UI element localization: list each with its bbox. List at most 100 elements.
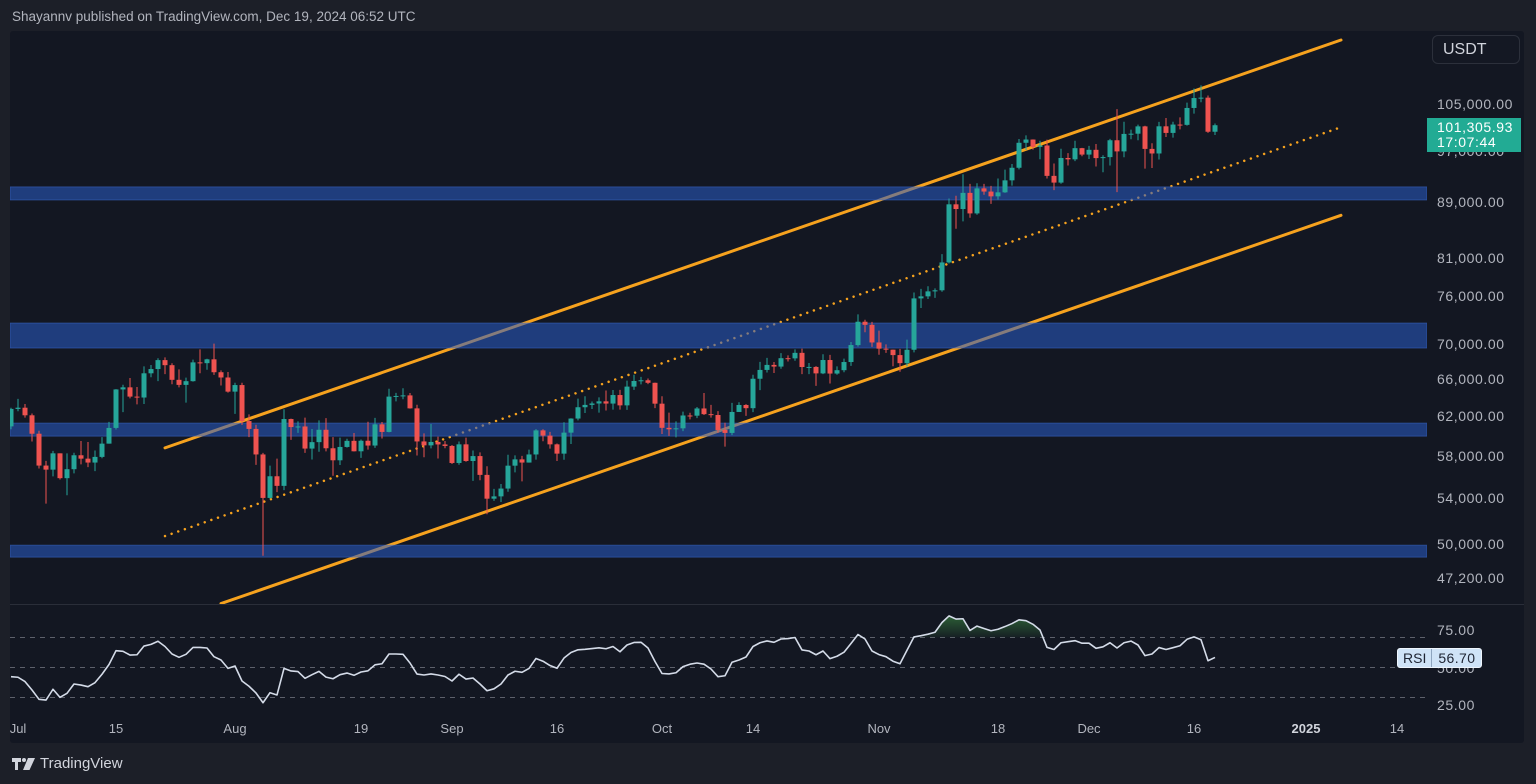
time-axis-label: 2025 [1291,721,1321,736]
currency-button[interactable]: USDT [1432,35,1520,64]
candle [1191,88,1197,114]
candle [148,364,154,378]
candle [442,441,448,449]
candle [526,449,532,463]
candle [484,466,490,515]
candle [1135,124,1141,141]
candle [806,362,812,375]
price-axis-label: 58,000.00 [1437,447,1505,464]
candle [372,417,378,448]
candle [1051,163,1057,191]
candle [1114,109,1120,193]
candle [57,453,63,480]
candle [792,349,798,361]
price-zone[interactable] [10,544,1427,558]
candle [29,413,35,442]
candle [897,348,903,372]
price-axis-label: 47,200.00 [1437,569,1505,586]
rsi-axis-label: 25.00 [1437,697,1476,713]
candle [561,422,567,460]
price-scale[interactable] [1427,31,1524,604]
candle [645,378,651,385]
candle [85,442,91,468]
candle [925,286,931,299]
candle [337,437,343,466]
candle [309,429,315,460]
candle [463,437,469,462]
candle [1205,95,1211,133]
candle [127,378,133,399]
price-axis-label: 89,000.00 [1437,193,1505,210]
candle [260,452,266,556]
time-axis-label: 18 [990,721,1006,736]
candle [1107,138,1113,166]
candle [1128,129,1134,140]
candle [36,430,42,469]
candle [841,358,847,373]
candle [316,420,322,452]
lower-channel-line[interactable] [219,213,1343,604]
candlestick-series [10,85,1218,556]
candle [1079,147,1085,157]
candle [687,412,693,420]
tradingview-logo-icon[interactable] [12,758,35,770]
candle [589,401,595,410]
candle [533,429,539,460]
candle [106,421,112,444]
candle [477,452,483,481]
price-axis-label: 54,000.00 [1437,490,1505,507]
candle [1072,140,1078,162]
time-axis-label: 19 [353,721,369,736]
rsi-overbought-fill [11,615,1215,638]
candle [78,440,84,465]
candle [911,292,917,353]
rsi-indicator-value: 56.70 [1438,650,1476,666]
time-axis-label: Jul [9,721,27,736]
tradingview-brand[interactable]: TradingView [40,755,123,772]
rsi-indicator-name: RSI [1398,649,1433,667]
candle [414,404,420,456]
price-axis-label: 70,000.00 [1437,336,1505,353]
candle [673,421,679,438]
candle [764,357,770,373]
candle [1156,121,1162,160]
price-zone[interactable] [10,186,1427,201]
candle [43,460,49,504]
candle [456,441,462,465]
candle [386,388,392,433]
price-zone[interactable] [10,322,1427,349]
candle [1142,125,1148,169]
candle [1212,123,1218,135]
candle [701,393,707,416]
time-axis-label: Nov [867,721,891,736]
candle [575,398,581,421]
parallel-channel[interactable] [163,38,1343,604]
candle [953,195,959,229]
candle [1170,121,1176,138]
candle [197,349,203,374]
time-axis-label: 14 [1389,721,1405,736]
rsi-pane[interactable] [10,615,1427,704]
candle [92,450,98,472]
price-pane[interactable] [9,38,1428,604]
upper-channel-line[interactable] [163,38,1343,450]
candle [449,445,455,465]
candle [624,380,630,410]
candle [519,455,525,482]
candle [225,371,231,393]
candle [694,406,700,419]
candle [1002,169,1008,193]
candle [1198,85,1204,103]
time-axis-label: 16 [549,721,565,736]
candle [239,382,245,425]
time-axis-label: Sep [440,721,464,736]
candle [652,382,658,409]
candle [1058,148,1064,184]
candle [169,363,175,385]
price-zones[interactable] [10,186,1427,558]
candle [904,339,910,367]
candle [1065,153,1071,166]
candle [435,436,441,459]
